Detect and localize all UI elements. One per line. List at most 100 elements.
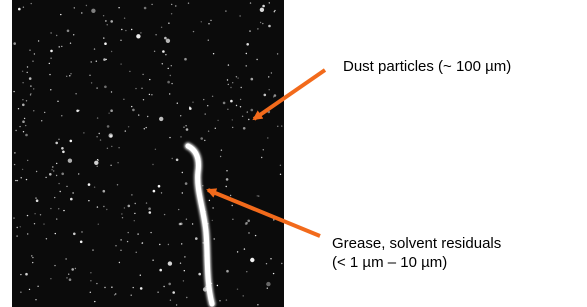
speck xyxy=(33,88,34,89)
speck xyxy=(89,75,90,76)
speck xyxy=(118,147,119,148)
speck xyxy=(50,208,51,209)
speck xyxy=(155,34,156,35)
speck xyxy=(152,164,153,165)
speck xyxy=(270,258,271,259)
speck xyxy=(125,30,126,31)
speck xyxy=(249,30,250,31)
speck xyxy=(138,114,139,115)
speck xyxy=(164,37,167,40)
speck xyxy=(137,233,138,234)
speck xyxy=(120,250,121,251)
speck xyxy=(219,300,220,301)
speck xyxy=(243,127,246,130)
speck xyxy=(149,211,152,214)
speck xyxy=(183,280,184,281)
speck xyxy=(226,178,229,181)
speck xyxy=(13,42,16,45)
speck xyxy=(203,99,204,100)
speck xyxy=(97,159,98,160)
speck xyxy=(72,192,73,193)
speck xyxy=(140,32,141,33)
speck xyxy=(90,280,91,281)
speck xyxy=(212,220,213,221)
speck xyxy=(134,220,135,221)
speck xyxy=(66,76,67,77)
speck xyxy=(96,61,97,62)
speck xyxy=(110,165,111,166)
speck xyxy=(111,51,112,52)
speck xyxy=(99,133,100,134)
speck xyxy=(226,270,229,273)
speck xyxy=(168,244,169,245)
speck xyxy=(280,165,281,166)
speck xyxy=(13,217,14,218)
speck xyxy=(162,63,163,64)
speck xyxy=(257,28,258,29)
speck xyxy=(176,159,179,162)
speck xyxy=(260,22,261,23)
speck xyxy=(120,40,121,41)
speck xyxy=(56,163,57,164)
speck xyxy=(61,46,62,47)
speck xyxy=(198,273,201,276)
speck xyxy=(125,130,126,131)
speck xyxy=(236,76,237,77)
speck xyxy=(186,128,189,131)
speck xyxy=(34,223,35,224)
speck xyxy=(115,245,116,246)
speck xyxy=(50,50,53,53)
speck xyxy=(94,161,98,165)
speck xyxy=(49,63,50,64)
speck xyxy=(247,111,248,112)
speck xyxy=(32,262,33,263)
speck xyxy=(60,14,61,15)
speck xyxy=(97,206,98,207)
speck xyxy=(32,61,33,62)
speck xyxy=(103,37,104,38)
speck xyxy=(166,39,170,43)
speck xyxy=(70,43,71,44)
speck xyxy=(88,200,89,201)
speck xyxy=(237,77,238,78)
speck xyxy=(36,171,37,172)
speck xyxy=(128,205,131,208)
speck xyxy=(232,127,233,128)
speck xyxy=(60,191,61,192)
speck xyxy=(35,299,36,300)
speck xyxy=(131,295,132,296)
speck xyxy=(179,223,182,226)
speck xyxy=(168,283,171,286)
speck xyxy=(66,277,67,278)
speck xyxy=(241,87,242,88)
speck xyxy=(86,5,87,6)
speck xyxy=(159,269,162,272)
speck xyxy=(131,106,132,107)
speck xyxy=(141,243,142,244)
speck xyxy=(37,286,38,287)
speck xyxy=(115,293,116,294)
speck xyxy=(220,156,221,157)
speck xyxy=(124,18,125,19)
speck xyxy=(228,84,229,85)
speck xyxy=(189,107,192,110)
speck xyxy=(80,241,83,244)
speck xyxy=(151,4,152,5)
speck xyxy=(182,172,183,173)
speck xyxy=(58,183,59,184)
speck xyxy=(128,126,129,127)
speck xyxy=(280,174,281,175)
speck xyxy=(20,274,21,275)
speck xyxy=(100,139,101,140)
speck xyxy=(57,101,58,102)
speck xyxy=(38,40,39,41)
speck xyxy=(214,238,215,239)
speck xyxy=(31,255,32,256)
speck xyxy=(136,252,137,253)
speck xyxy=(155,149,156,150)
speck xyxy=(69,278,72,281)
speck xyxy=(22,120,25,123)
speck xyxy=(267,137,268,138)
speck xyxy=(51,169,52,170)
speck xyxy=(230,100,233,103)
